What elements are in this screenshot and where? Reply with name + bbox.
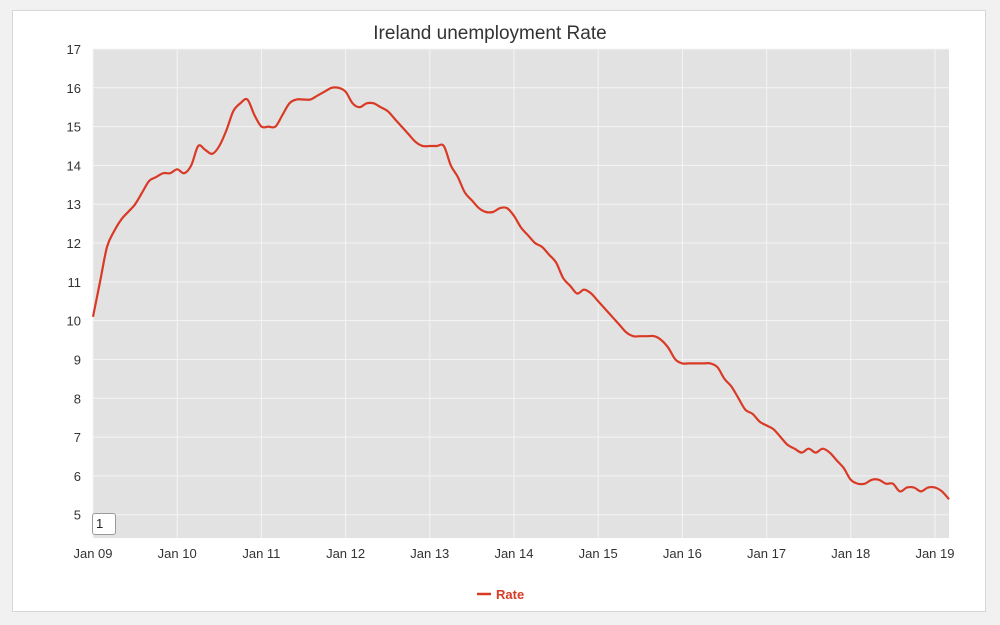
y-tick-label: 15 (67, 120, 81, 135)
chart-svg: Ireland unemployment Rate 5 6 7 8 9 10 11 12 13 1… (67, 23, 955, 602)
x-tick-label: Jan 09 (73, 546, 112, 561)
x-tick-label: Jan 12 (326, 546, 365, 561)
grid-lines (92, 48, 949, 538)
chart-card: Ireland unemployment Rate 5 6 7 8 9 10 11 12 13 1… (12, 10, 986, 612)
y-tick-label: 7 (74, 430, 81, 445)
range-selector-input[interactable]: 1 (92, 513, 116, 535)
x-tick-label: Jan 14 (494, 546, 533, 561)
y-axis-ticks: 5 6 7 8 9 10 11 12 13 14 15 16 17 (67, 42, 81, 523)
x-tick-label: Jan 16 (663, 546, 702, 561)
y-tick-label: 8 (74, 391, 81, 406)
chart-title: Ireland unemployment Rate (373, 23, 606, 44)
x-tick-label: Jan 18 (831, 546, 870, 561)
legend[interactable]: Rate (477, 587, 524, 602)
plot-background (93, 49, 949, 538)
x-tick-label: Jan 17 (747, 546, 786, 561)
y-tick-label: 17 (67, 42, 81, 57)
x-tick-label: Jan 15 (579, 546, 618, 561)
x-axis-ticks: Jan 09 Jan 10 Jan 11 Jan 12 Jan 13 Jan 14 Jan … (73, 546, 954, 561)
y-tick-label: 9 (74, 352, 81, 367)
y-tick-label: 5 (74, 508, 81, 523)
y-tick-label: 6 (74, 469, 81, 484)
y-tick-label: 13 (67, 197, 81, 212)
series-line-rate (91, 86, 950, 500)
y-tick-label: 12 (67, 236, 81, 251)
y-tick-label: 11 (68, 275, 82, 290)
legend-label-rate: Rate (496, 587, 524, 602)
x-tick-label: Jan 13 (410, 546, 449, 561)
y-tick-label: 14 (67, 158, 81, 173)
y-tick-label: 16 (67, 81, 81, 96)
x-tick-label: Jan 10 (158, 546, 197, 561)
x-tick-label: Jan 11 (242, 546, 280, 561)
x-tick-label: Jan 19 (915, 546, 954, 561)
y-tick-label: 10 (67, 314, 81, 329)
